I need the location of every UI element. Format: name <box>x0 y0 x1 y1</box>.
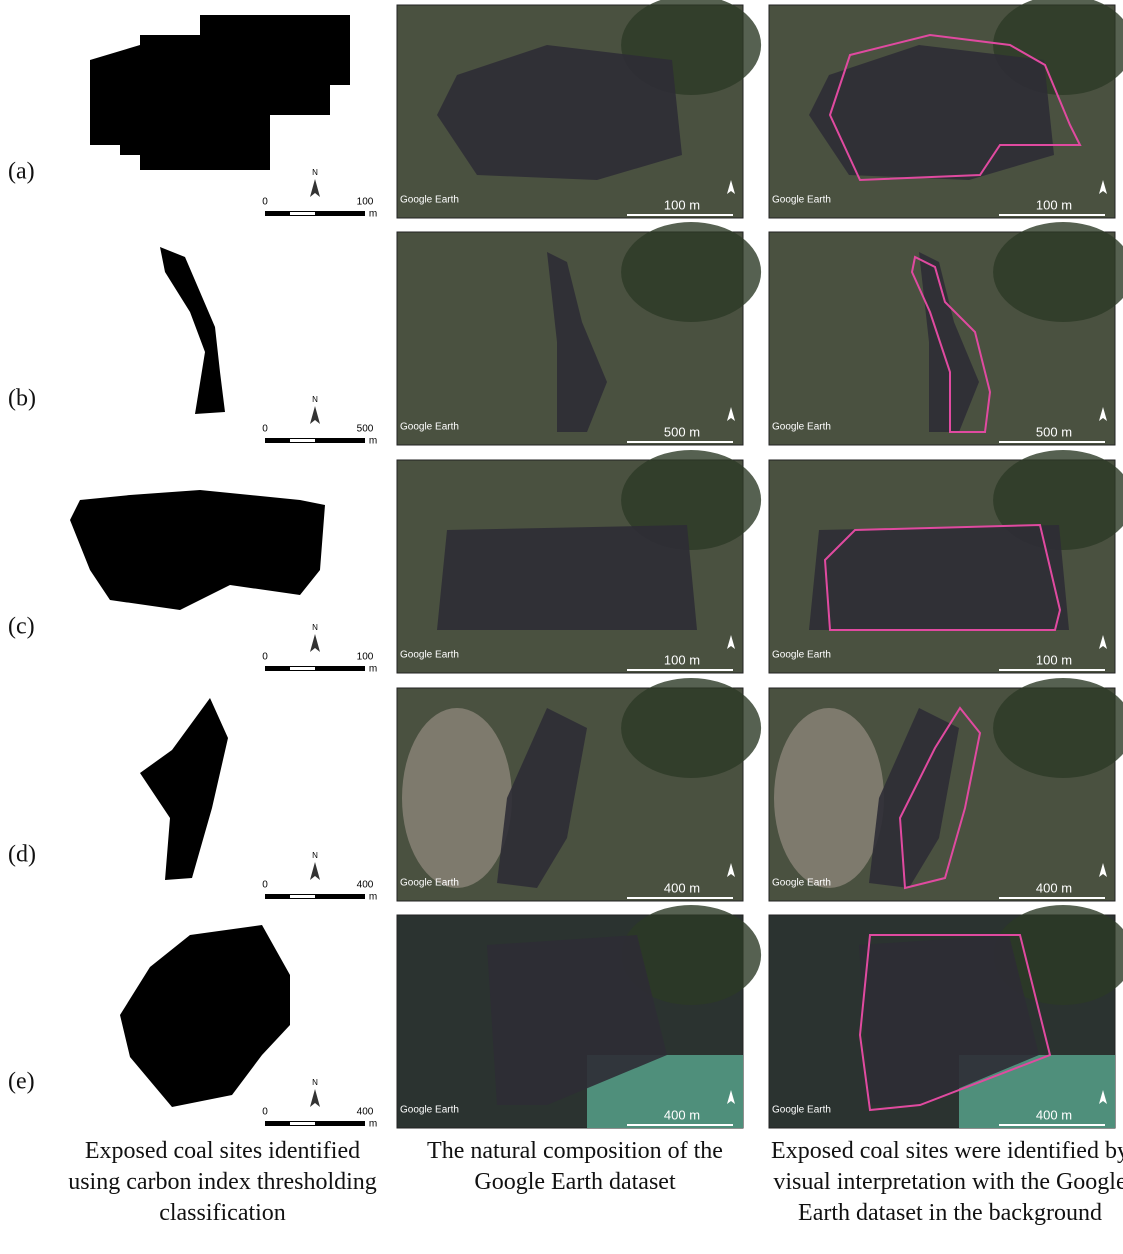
attribution: Google Earth <box>772 195 831 206</box>
scale-start: 0 <box>262 424 268 435</box>
scale-bar-segment <box>290 212 315 215</box>
scale-bar-segment <box>290 667 315 670</box>
scale-unit: m <box>369 664 377 675</box>
caption: Exposed coal sites were identified by vi… <box>765 1136 1123 1229</box>
north-label: N <box>312 168 318 177</box>
scale-unit: m <box>369 1119 377 1130</box>
vegetation <box>621 222 761 322</box>
scale-bar-segment <box>290 439 315 442</box>
photo-scale: 100 m <box>1036 652 1072 667</box>
row-label: (e) <box>8 1069 35 1095</box>
photo-scale: 400 m <box>1036 880 1072 895</box>
north-label: N <box>312 1078 318 1087</box>
row-label: (b) <box>8 386 36 412</box>
attribution: Google Earth <box>400 650 459 661</box>
bare-ground <box>402 708 512 888</box>
north-arrow <box>310 634 320 652</box>
north-label: N <box>312 623 318 632</box>
page: (a)0100mNGoogle Earth100 mGoogle Earth10… <box>0 0 1123 1254</box>
coal-pile <box>437 525 697 630</box>
north-arrow <box>310 1089 320 1107</box>
north-label: N <box>312 395 318 404</box>
scale-end: 400 <box>357 1107 374 1118</box>
photo-scale: 400 m <box>1036 1107 1072 1122</box>
scale-start: 0 <box>262 652 268 663</box>
scale-end: 100 <box>357 197 374 208</box>
classified-coal-area <box>140 698 228 880</box>
north-label: N <box>312 851 318 860</box>
north-arrow <box>310 862 320 880</box>
row-label: (d) <box>8 842 36 868</box>
classified-coal-area <box>70 490 325 610</box>
caption: Exposed coal sites identified using carb… <box>60 1136 385 1229</box>
attribution: Google Earth <box>400 878 459 889</box>
scale-bar-segment <box>290 1122 315 1125</box>
caption: The natural composition of the Google Ea… <box>400 1136 750 1198</box>
photo-scale: 500 m <box>1036 424 1072 439</box>
classified-coal-area <box>90 15 350 170</box>
north-arrow <box>310 406 320 424</box>
scale-end: 100 <box>357 652 374 663</box>
scale-end: 400 <box>357 880 374 891</box>
attribution: Google Earth <box>772 422 831 433</box>
bare-ground <box>774 708 884 888</box>
scale-unit: m <box>369 892 377 903</box>
scale-start: 0 <box>262 1107 268 1118</box>
attribution: Google Earth <box>400 1105 459 1116</box>
photo-scale: 100 m <box>664 197 700 212</box>
attribution: Google Earth <box>772 650 831 661</box>
photo-scale: 400 m <box>664 880 700 895</box>
classified-coal-area <box>160 247 225 414</box>
photo-scale: 100 m <box>664 652 700 667</box>
photo-scale: 100 m <box>1036 197 1072 212</box>
scale-start: 0 <box>262 880 268 891</box>
attribution: Google Earth <box>772 1105 831 1116</box>
coal-pile <box>809 525 1069 630</box>
row-label: (a) <box>8 159 35 185</box>
photo-scale: 500 m <box>664 424 700 439</box>
north-arrow <box>310 179 320 197</box>
scale-start: 0 <box>262 197 268 208</box>
attribution: Google Earth <box>400 422 459 433</box>
attribution: Google Earth <box>772 878 831 889</box>
scale-end: 500 <box>357 424 374 435</box>
attribution: Google Earth <box>400 195 459 206</box>
photo-scale: 400 m <box>664 1107 700 1122</box>
classified-coal-area <box>120 925 290 1107</box>
scale-unit: m <box>369 436 377 447</box>
scale-unit: m <box>369 209 377 220</box>
vegetation <box>621 678 761 778</box>
scale-bar-segment <box>290 895 315 898</box>
row-label: (c) <box>8 614 35 640</box>
